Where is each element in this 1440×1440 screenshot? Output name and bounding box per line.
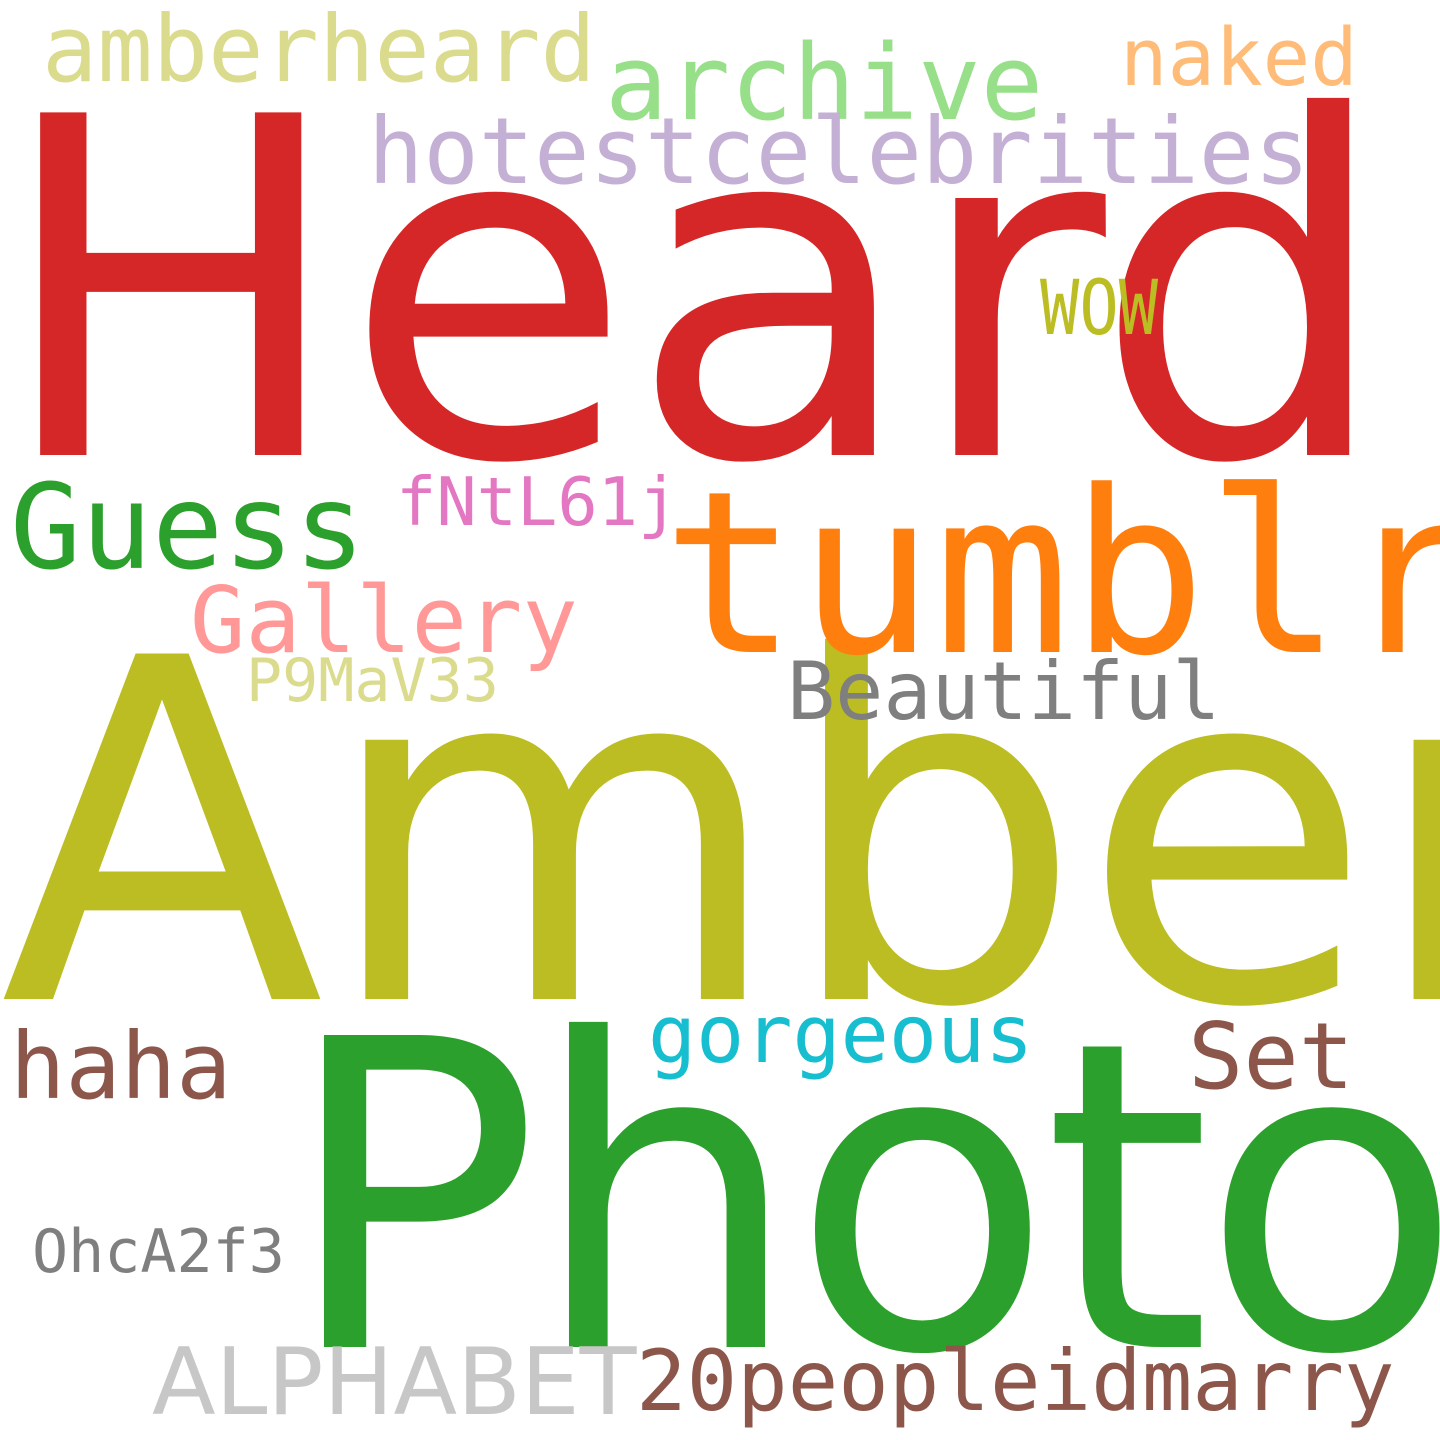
word-beautiful: Beautiful	[787, 645, 1221, 738]
word-20peopleidmarry: 20peopleidmarry	[636, 1332, 1395, 1430]
word-hotestcelebrities: hotestcelebrities	[368, 98, 1310, 205]
word-archive: archive	[605, 22, 1044, 144]
word-fntl61j: fNtL61j	[396, 463, 679, 541]
word-alphabet: ALPHABET	[152, 1328, 637, 1436]
word-ohca2f3: OhcA2f3	[32, 1217, 285, 1287]
word-gallery: Gallery	[190, 567, 578, 674]
word-p9mav33: P9MaV33	[246, 646, 499, 716]
word-heard: Heard	[0, 19, 1392, 566]
word-gorgeous: gorgeous	[648, 988, 1034, 1081]
word-guess: Guess	[10, 458, 366, 596]
word-set: Set	[1188, 1003, 1355, 1110]
word-photo: Photo	[282, 950, 1440, 1440]
word-haha: haha	[10, 1013, 232, 1120]
word-naked: naked	[1120, 12, 1358, 104]
word-amber: Amber	[0, 559, 1440, 1111]
word-wow: WOW	[1040, 263, 1159, 352]
word-tumblr: tumblr	[662, 443, 1440, 706]
word-amberheard: amberheard	[42, 0, 596, 103]
